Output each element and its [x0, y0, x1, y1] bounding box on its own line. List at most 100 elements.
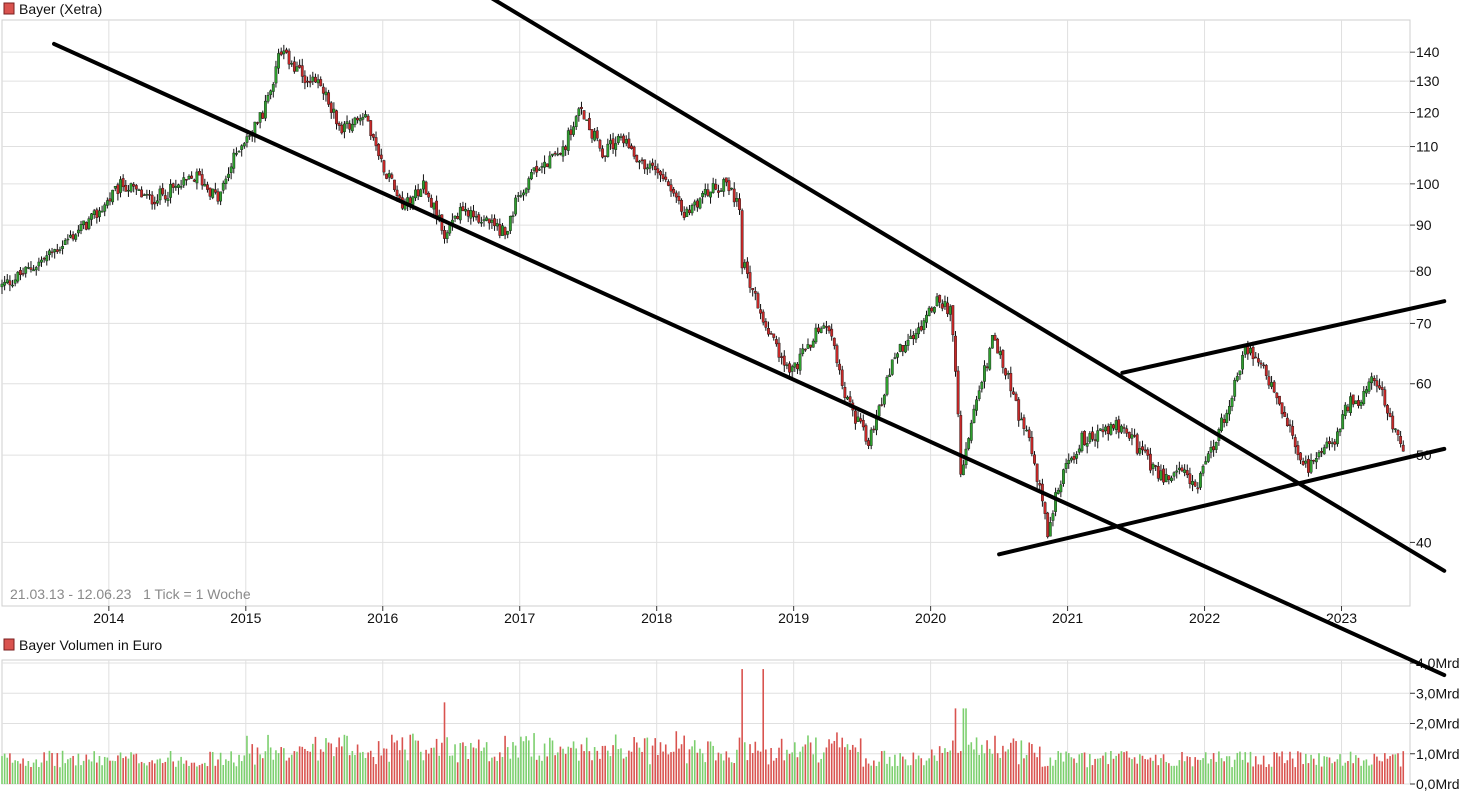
volume-bar — [688, 749, 691, 784]
candle — [843, 381, 847, 404]
candle — [659, 169, 662, 183]
candle — [888, 368, 892, 378]
volume-bar — [1202, 758, 1204, 784]
candle — [959, 410, 963, 478]
candle — [348, 120, 352, 133]
candle — [1125, 425, 1129, 437]
candle — [287, 48, 291, 70]
volume-bar — [448, 755, 451, 784]
candle — [327, 89, 331, 107]
volume-bar — [61, 750, 64, 784]
candle — [148, 189, 151, 200]
candle — [651, 158, 654, 171]
candle — [179, 179, 183, 190]
volume-bar — [383, 748, 385, 784]
candle — [1077, 444, 1081, 455]
candlestick-series — [0, 44, 1405, 539]
candle — [524, 187, 528, 197]
volume-bar — [743, 742, 746, 784]
candle — [643, 159, 647, 174]
volume-bar — [467, 759, 470, 784]
candle — [1393, 428, 1397, 433]
candle — [19, 267, 22, 281]
volume-bar — [180, 756, 182, 784]
volume-bar — [117, 755, 119, 784]
volume-bar — [828, 739, 830, 784]
candle — [142, 193, 146, 196]
candle — [1322, 444, 1326, 455]
candle — [988, 346, 992, 371]
candle — [553, 150, 557, 157]
candle — [472, 204, 475, 222]
volume-bar — [1020, 740, 1023, 784]
candle — [414, 185, 417, 202]
volume-bar — [815, 737, 817, 784]
candle — [382, 159, 386, 176]
volume-bar — [143, 763, 146, 784]
candle — [738, 193, 741, 215]
candle — [1117, 415, 1121, 439]
candle — [26, 262, 30, 270]
volume-bar — [757, 750, 759, 784]
candle — [58, 246, 62, 254]
volume-bar — [1260, 764, 1262, 784]
volume-bar — [1133, 757, 1136, 784]
volume-bar — [759, 751, 762, 784]
volume-y-tick-label: 3,0Mrd — [1416, 685, 1460, 701]
candle — [835, 343, 839, 367]
volume-bar — [98, 755, 101, 784]
trendlines — [52, 0, 1447, 678]
candle — [911, 330, 915, 346]
volume-bar — [959, 751, 962, 784]
volume-bar — [512, 742, 514, 784]
volume-bar — [791, 752, 793, 784]
volume-bar — [672, 751, 675, 784]
candle — [1048, 516, 1052, 537]
volume-bar — [522, 741, 525, 784]
candle — [780, 352, 784, 365]
candle — [1191, 475, 1194, 492]
candle — [719, 187, 723, 192]
candle — [292, 56, 296, 74]
volume-bar — [1365, 759, 1368, 784]
volume-bar — [1044, 766, 1046, 784]
candle — [909, 329, 913, 340]
volume-bar — [464, 745, 467, 784]
volume-bar — [1386, 758, 1389, 784]
candle — [34, 265, 38, 276]
volume-bar — [96, 762, 98, 784]
volume-bar — [1175, 765, 1178, 784]
volume-bar — [570, 747, 572, 784]
candle — [772, 333, 776, 341]
candle — [922, 317, 926, 335]
candle — [371, 133, 375, 141]
volume-bar — [1089, 754, 1091, 784]
volume-bar — [1344, 762, 1347, 784]
volume-bar — [838, 747, 841, 784]
volume-bar — [886, 763, 888, 784]
volume-bar — [1168, 763, 1170, 784]
candle — [458, 202, 462, 224]
candle — [1046, 511, 1050, 539]
candle — [1101, 424, 1105, 438]
x-tick-label: 2016 — [367, 610, 398, 626]
volume-bar — [930, 749, 933, 784]
candle — [1180, 464, 1184, 473]
volume-bar — [1154, 754, 1157, 784]
candle — [1212, 439, 1216, 457]
candle — [1062, 468, 1065, 487]
volume-bar — [1070, 757, 1073, 784]
volume-bar — [254, 764, 256, 784]
candle — [1172, 471, 1176, 481]
candle — [474, 210, 478, 221]
candle — [1056, 487, 1060, 495]
volume-bar — [801, 746, 804, 784]
candle — [933, 306, 936, 315]
volume-bar — [649, 764, 651, 784]
volume-bar — [82, 760, 85, 784]
volume-bar — [830, 743, 833, 784]
candle — [688, 205, 691, 216]
volume-bar — [385, 748, 388, 784]
candle — [711, 177, 715, 194]
volume-bar — [459, 743, 462, 784]
